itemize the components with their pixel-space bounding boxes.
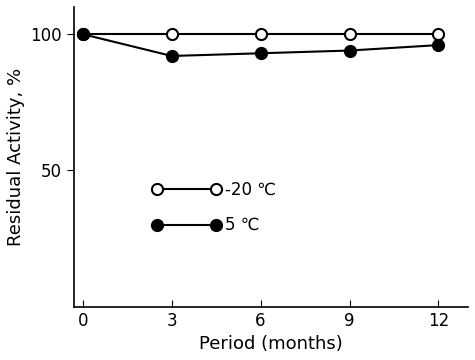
Y-axis label: Residual Activity, %: Residual Activity, % (7, 68, 25, 246)
Text: 5 ℃: 5 ℃ (225, 216, 259, 234)
Text: -20 ℃: -20 ℃ (225, 180, 276, 198)
X-axis label: Period (months): Period (months) (199, 335, 343, 353)
